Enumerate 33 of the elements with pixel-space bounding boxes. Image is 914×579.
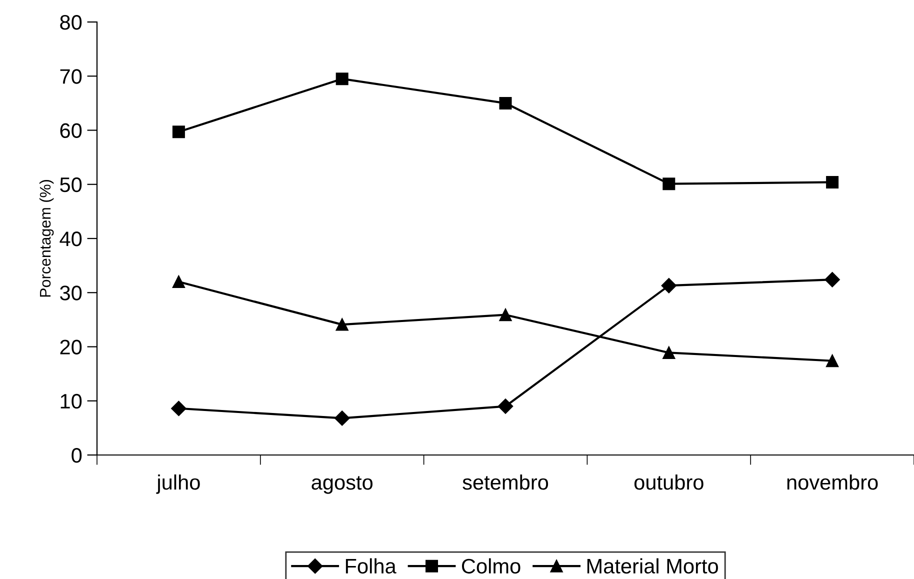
point [824, 272, 840, 288]
x-tick-label: novembro [787, 474, 878, 490]
point [826, 176, 839, 188]
point [662, 178, 676, 190]
y-axis-title: Porcentagem (%) [39, 180, 54, 297]
point [334, 410, 350, 426]
y-tick-label: 80 [60, 15, 82, 30]
x-tick-label: outubro [634, 474, 704, 490]
y-tick-label: 20 [60, 340, 82, 355]
legend-label: Folha [346, 558, 396, 574]
y-tick-label: 60 [60, 123, 82, 138]
x-tick-label: agosto [312, 476, 373, 494]
point [826, 354, 839, 368]
point [336, 72, 348, 86]
y-tick-label: 10 [60, 394, 82, 409]
point [661, 278, 676, 294]
x-tick-label: julho [156, 474, 200, 494]
point [499, 308, 512, 322]
point [336, 318, 348, 331]
point [499, 96, 512, 110]
point [171, 400, 186, 416]
x-tick-label: setembro [462, 474, 548, 490]
point [662, 346, 676, 359]
y-tick-label: 50 [60, 177, 82, 192]
legend-label: Colmo [462, 558, 520, 574]
y-tick-label: 0 [72, 448, 82, 463]
y-tick-label: 40 [60, 232, 82, 246]
point [172, 126, 185, 138]
point [498, 398, 514, 414]
y-tick-label: 70 [60, 69, 82, 84]
legend-label: Material Morto [587, 558, 718, 574]
y-tick-label: 30 [60, 286, 82, 300]
point [172, 276, 185, 288]
